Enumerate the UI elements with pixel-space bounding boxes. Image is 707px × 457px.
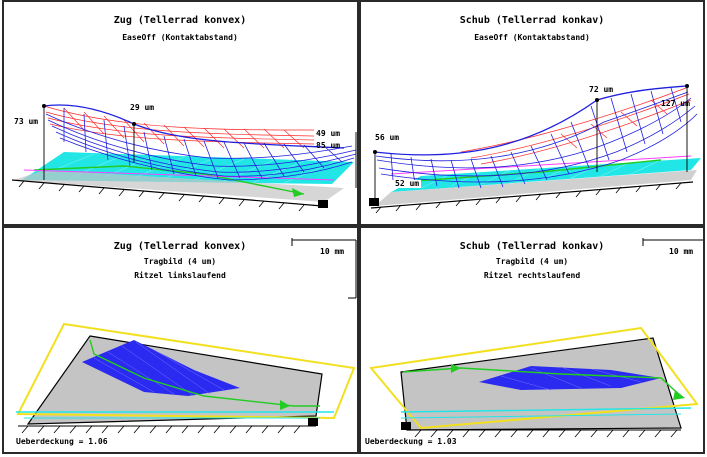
panel-zug-tragbild: Zug (Tellerrad konvex) Tragbild (4 um) R…	[2, 226, 359, 454]
easeoff-surface-schub	[369, 84, 701, 214]
value-label-mid: 72 um	[589, 85, 614, 94]
contact-patch	[82, 340, 240, 397]
tooth-boundary	[369, 326, 699, 430]
panel-subtitle: EaseOff (Kontaktabstand)	[474, 33, 590, 42]
scale-label: 10 mm	[669, 247, 694, 256]
value-label-right: 127 um	[661, 99, 690, 108]
overlap-label: Ueberdeckung = 1.06	[14, 437, 110, 446]
scale-bar	[642, 238, 703, 246]
overlap-label: Ueberdeckung = 1.03	[363, 437, 459, 446]
panel-title: Zug (Tellerrad konvex)	[113, 241, 247, 252]
scale-label: 10 mm	[320, 247, 345, 256]
panel-line3: Ritzel linkslaufend	[134, 271, 226, 280]
value-label-mid: 29 um	[130, 103, 155, 112]
panel-title: Zug (Tellerrad konvex)	[113, 15, 247, 26]
value-label-left: 73 um	[12, 117, 41, 126]
panel-subtitle: EaseOff (Kontaktabstand)	[122, 33, 238, 42]
panel-line3: Ritzel rechtslaufend	[483, 271, 581, 280]
contact-pattern-zug	[16, 238, 357, 434]
value-label-bottom: 52 um	[393, 179, 422, 188]
easeoff-surface-zug	[11, 104, 357, 212]
panel-line2: Tragbild (4 um)	[495, 257, 569, 266]
panel-schub-easeoff: Schub (Tellerrad konkav) EaseOff (Kontak…	[359, 0, 705, 226]
scale-bar	[291, 238, 357, 299]
panel-title: Schub (Tellerrad konkav)	[459, 241, 605, 252]
tooth-boundary	[16, 322, 356, 420]
value-label-left: 56 um	[375, 133, 400, 142]
panel-zug-easeoff: Zug (Tellerrad konvex) EaseOff (Kontakta…	[2, 0, 359, 226]
panel-line2: Tragbild (4 um)	[143, 257, 217, 266]
value-label-right-bottom: 85 um	[316, 141, 341, 150]
value-label-right-top: 49 um	[316, 129, 341, 138]
panel-schub-tragbild: Schub (Tellerrad konkav) Tragbild (4 um)…	[359, 226, 705, 454]
contact-pattern-schub	[369, 238, 703, 438]
panel-title: Schub (Tellerrad konkav)	[459, 15, 605, 26]
